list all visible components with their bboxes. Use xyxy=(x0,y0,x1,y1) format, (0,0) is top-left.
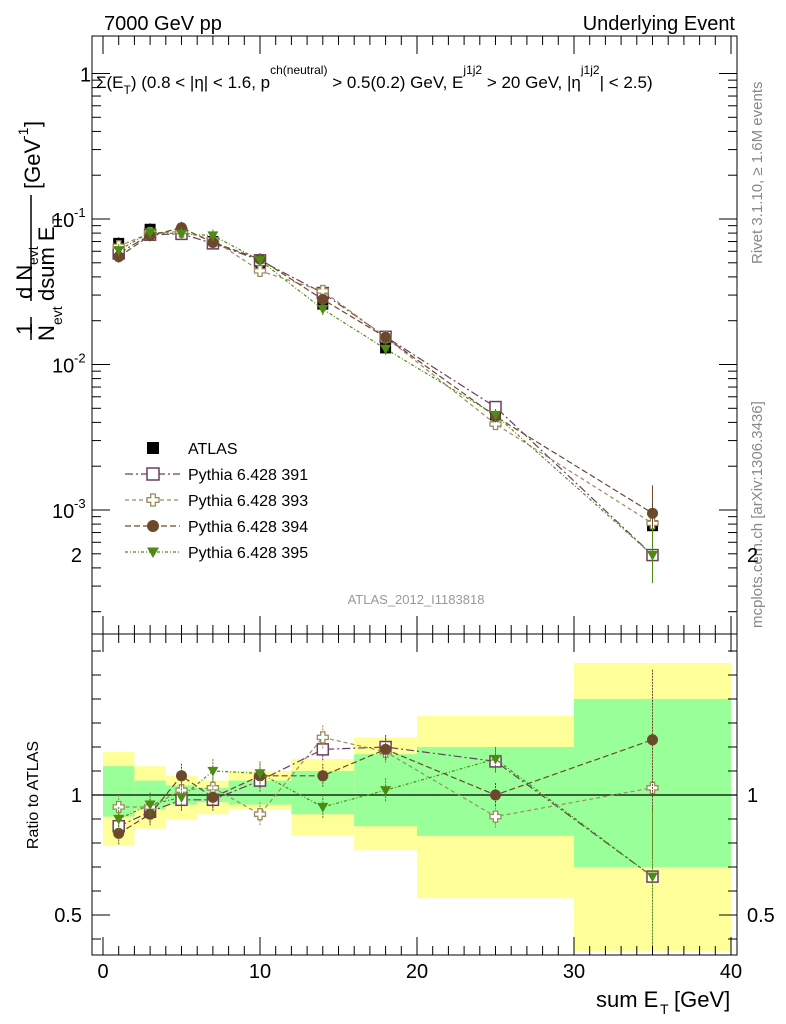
ratio-y-tick-label-right: 1 xyxy=(747,785,758,807)
data-point xyxy=(144,800,156,811)
legend-entry: Pythia 6.428 394 xyxy=(125,519,308,536)
rivet-label: Rivet 3.1.10, ≥ 1.6M events xyxy=(749,82,766,265)
data-point xyxy=(647,734,658,746)
main-y-tick-label: 10 xyxy=(52,210,74,232)
legend-label: Pythia 6.428 395 xyxy=(188,545,308,562)
ratio-y-tick-label: 0.5 xyxy=(54,905,82,927)
data-point xyxy=(317,802,329,813)
ratio-series-pythia-6-428-395 xyxy=(113,747,658,947)
legend-entry: Pythia 6.428 391 xyxy=(125,467,308,484)
x-tick-label: 30 xyxy=(563,961,585,983)
data-point xyxy=(380,344,392,355)
data-point xyxy=(254,256,266,266)
svg-text:N: N xyxy=(34,325,59,341)
main-plot-title: Σ(ET) (0.8 < |η| < 1.6, pch(neutral) > 0… xyxy=(96,63,653,97)
data-point xyxy=(380,331,392,343)
ratio-band-layer xyxy=(92,663,737,951)
legend: ATLAS Pythia 6.428 391 Pythia 6.428 393 Pyt… xyxy=(125,441,308,562)
data-point xyxy=(317,293,329,305)
data-point xyxy=(144,228,156,238)
legend-label: Pythia 6.428 393 xyxy=(188,493,308,510)
x-axis-label: sum E T [GeV] xyxy=(596,987,730,1017)
data-point xyxy=(380,743,392,755)
x-tick-label: 0 xyxy=(97,961,108,983)
data-point xyxy=(253,808,267,821)
data-point xyxy=(490,410,501,421)
data-point xyxy=(254,769,266,779)
legend-entry: ATLAS xyxy=(147,441,238,458)
data-point xyxy=(647,550,658,561)
data-point xyxy=(113,827,125,839)
data-point xyxy=(317,305,329,315)
data-point xyxy=(147,520,159,532)
data-point xyxy=(207,231,219,242)
data-point xyxy=(146,493,160,507)
svg-text:dsum E: dsum E xyxy=(34,226,59,301)
main-axis-layer: 110-110-210-3 xyxy=(52,36,737,634)
data-point xyxy=(176,770,187,782)
svg-text:-1: -1 xyxy=(15,127,31,140)
ratio-y-tick-label: 2 xyxy=(71,545,82,567)
data-point xyxy=(647,872,658,883)
mcplots-label: mcplots.cern.ch [arXiv:1306.3436] xyxy=(749,401,766,628)
svg-text:sum E: sum E xyxy=(596,987,658,1012)
data-point xyxy=(490,789,501,801)
main-series-layer xyxy=(112,221,659,584)
data-point xyxy=(489,417,502,431)
legend-label: ATLAS xyxy=(188,441,238,458)
main-y-label: 1 N evt d N evt dsum E T [GeV -1 ] xyxy=(12,121,65,341)
data-point xyxy=(147,547,159,558)
data-point xyxy=(147,442,159,454)
ratio-series-layer xyxy=(112,669,659,947)
series-pythia-6-428-395 xyxy=(113,226,658,584)
svg-text:evt: evt xyxy=(25,246,41,265)
ratio-y-tick-label-right: 0.5 xyxy=(747,905,775,927)
main-y-tick-exp: -3 xyxy=(74,496,86,511)
data-point xyxy=(489,810,502,823)
main-y-tick-exp: -2 xyxy=(74,351,86,366)
svg-text:d N: d N xyxy=(12,265,37,299)
ratio-axis-layer: 0.5 0.51 12 20 10 20 30 40 xyxy=(54,545,775,983)
svg-text:T: T xyxy=(49,215,65,224)
data-point xyxy=(490,754,501,765)
legend-entry: Pythia 6.428 393 xyxy=(125,493,308,510)
svg-text:[GeV: [GeV xyxy=(20,139,45,189)
x-tick-label: 10 xyxy=(249,961,271,983)
data-point xyxy=(207,791,219,803)
main-y-tick-label: 10 xyxy=(52,356,74,378)
main-y-tick-label: 1 xyxy=(80,65,91,87)
svg-text:evt: evt xyxy=(49,306,65,325)
data-point xyxy=(380,786,392,796)
main-y-tick-exp: -1 xyxy=(74,205,86,220)
analysis-id: ATLAS_2012_I1183818 xyxy=(348,592,485,607)
svg-text:T: T xyxy=(660,1001,669,1017)
data-point xyxy=(207,766,219,777)
main-y-tick-label: 10 xyxy=(52,501,74,523)
svg-text:]: ] xyxy=(20,121,45,127)
legend-label: Pythia 6.428 394 xyxy=(188,519,308,536)
data-point xyxy=(176,229,187,240)
data-point xyxy=(316,731,329,744)
x-tick-label: 40 xyxy=(720,961,742,983)
ratio-y-label: Ratio to ATLAS xyxy=(25,741,42,849)
ratio-y-tick-label: 1 xyxy=(71,785,82,807)
header-right: Underlying Event xyxy=(583,13,736,35)
data-point xyxy=(207,236,219,248)
data-point xyxy=(113,246,125,256)
data-point xyxy=(113,251,125,263)
header-left: 7000 GeV pp xyxy=(104,13,222,35)
data-point xyxy=(647,507,658,519)
svg-text:[GeV]: [GeV] xyxy=(674,987,730,1012)
x-tick-label: 20 xyxy=(406,961,428,983)
data-point xyxy=(113,814,125,825)
legend-entry: Pythia 6.428 395 xyxy=(125,545,308,562)
data-point xyxy=(146,467,160,481)
ratio-line xyxy=(118,736,653,818)
ratio-y-tick-label-right: 2 xyxy=(747,545,758,567)
data-point xyxy=(176,793,187,803)
legend-label: Pythia 6.428 391 xyxy=(188,467,308,484)
data-point xyxy=(253,264,267,278)
data-point xyxy=(317,770,329,782)
